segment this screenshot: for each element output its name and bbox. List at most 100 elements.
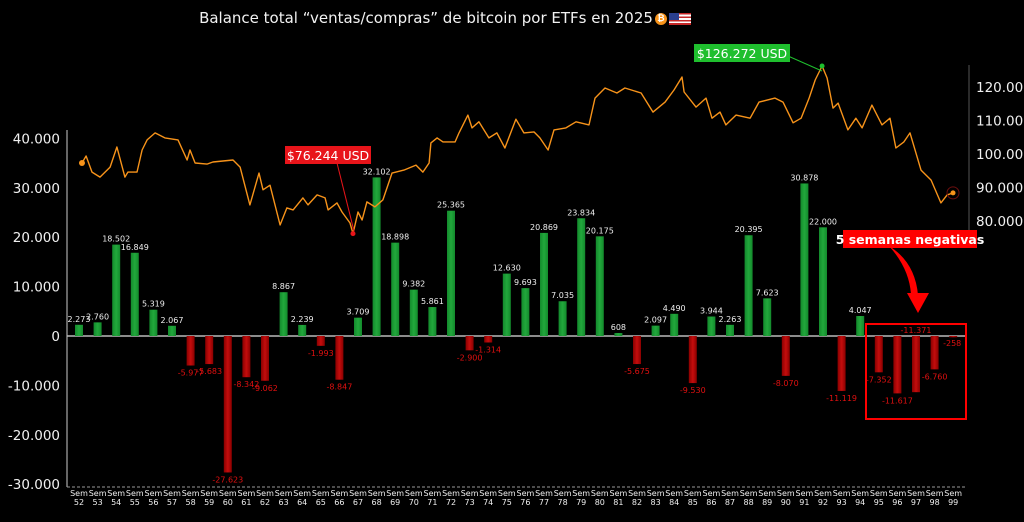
bar-sem-54 [112, 244, 121, 336]
bar-value-label: -6.760 [922, 372, 948, 381]
bar-sem-73 [465, 336, 474, 351]
bar-value-label: 3.944 [700, 307, 723, 316]
x-tick-label: 77 [539, 498, 549, 507]
bar-sem-62 [261, 336, 269, 381]
bar-sem-68 [372, 177, 381, 336]
min-price-label: $76.244 USD [287, 148, 369, 163]
x-tick-label: 61 [241, 498, 251, 507]
bar-sem-81 [614, 332, 623, 336]
x-tick-label: 71 [427, 498, 437, 507]
x-tick-prefix: Sem [777, 489, 795, 498]
x-tick-label: 60 [223, 498, 233, 507]
x-tick-label: 93 [837, 498, 847, 507]
x-tick-label: 68 [372, 498, 382, 507]
x-tick-label: 81 [613, 498, 623, 507]
bar-value-label: 12.630 [493, 264, 521, 273]
bar-value-label: -5.977 [178, 369, 204, 378]
bar-value-label: 18.898 [381, 233, 409, 242]
x-tick-prefix: Sem [907, 489, 925, 498]
y-tick-right: 120.000 [976, 80, 1024, 96]
x-tick-prefix: Sem [535, 489, 553, 498]
x-tick-label: 87 [725, 498, 735, 507]
x-tick-prefix: Sem [814, 489, 832, 498]
bar-sem-98 [930, 336, 939, 370]
chart-title-text: Balance total “ventas/compras” de bitcoi… [199, 9, 653, 27]
bar-value-label: 5.861 [421, 297, 444, 306]
x-tick-prefix: Sem [498, 489, 516, 498]
x-tick-label: 70 [409, 498, 419, 507]
bar-value-label: 22.000 [809, 217, 837, 226]
bar-sem-58 [186, 336, 195, 366]
bar-value-label: 2.067 [161, 316, 184, 325]
bar-sem-67 [354, 317, 362, 336]
x-tick-prefix: Sem [610, 489, 628, 498]
bar-sem-75 [502, 273, 511, 336]
bitcoin-icon: ₿ [654, 12, 667, 25]
x-tick-label: 95 [874, 498, 884, 507]
x-tick-label: 89 [762, 498, 772, 507]
bar-value-label: 5.319 [142, 300, 165, 309]
price-line [81, 65, 954, 235]
x-tick-prefix: Sem [312, 489, 330, 498]
bar-sem-69 [391, 242, 400, 336]
price-line-group [78, 63, 960, 237]
min-price-leader [336, 162, 355, 232]
bar-value-label: -5.683 [196, 367, 222, 376]
x-tick-prefix: Sem [405, 489, 423, 498]
bar-value-label: 8.867 [272, 282, 295, 291]
x-tick-label: 72 [446, 498, 456, 507]
arrow-head-icon [907, 293, 929, 313]
x-tick-prefix: Sem [851, 489, 869, 498]
bar-value-label: -11.371 [901, 326, 932, 335]
price-end-ring [946, 186, 960, 200]
negative-weeks-label: 5 semanas negativas [836, 232, 985, 247]
bar-value-label: -8.847 [327, 383, 353, 392]
price-end-dot [950, 190, 956, 196]
bar-value-label: 7.035 [551, 291, 574, 300]
bar-sem-87 [726, 324, 734, 336]
x-tick-prefix: Sem [293, 489, 311, 498]
y-tick-left: -10.000 [8, 378, 60, 394]
x-tick-prefix: Sem [740, 489, 758, 498]
bar-sem-60 [223, 336, 232, 473]
bar-value-label: 7.623 [756, 288, 779, 297]
chart-title: Balance total “ventas/compras” de bitcoi… [0, 9, 890, 27]
x-tick-label: 84 [669, 498, 679, 507]
bar-value-label: -27.623 [212, 475, 243, 484]
bar-value-label: 2.097 [644, 316, 667, 325]
us-flag-icon [668, 12, 691, 25]
bar-value-label: -1.314 [475, 345, 501, 354]
bar-value-label: -2.900 [457, 353, 483, 362]
bar-sem-80 [595, 236, 604, 336]
x-tick-prefix: Sem [349, 489, 367, 498]
x-tick-prefix: Sem [572, 489, 590, 498]
bar-sem-57 [168, 325, 176, 336]
bar-sem-85 [688, 336, 697, 384]
bar-value-label: 20.395 [735, 225, 763, 234]
x-tick-prefix: Sem [889, 489, 907, 498]
bars [75, 177, 958, 473]
bar-value-label: -11.617 [882, 396, 913, 405]
x-tick-label: 66 [334, 498, 344, 507]
bar-sem-72 [447, 210, 455, 336]
x-tick-label: 69 [390, 498, 400, 507]
x-tick-label: 79 [576, 498, 586, 507]
x-tick-label: 98 [930, 498, 940, 507]
bar-sem-94 [856, 316, 865, 336]
bar-sem-55 [130, 252, 139, 336]
bar-value-label: -11.119 [826, 394, 857, 403]
bar-value-label: -5.675 [624, 367, 650, 376]
x-tick-prefix: Sem [647, 489, 665, 498]
x-tick-label: 83 [651, 498, 661, 507]
bar-labels: 2.2732.76018.50216.8495.3192.067-5.977-5… [68, 167, 962, 484]
x-tick-label: 54 [111, 498, 121, 507]
x-tick-label: 82 [632, 498, 642, 507]
x-tick-label: 52 [74, 498, 84, 507]
x-tick-prefix: Sem [554, 489, 572, 498]
bar-sem-95 [874, 336, 883, 373]
bar-sem-83 [651, 325, 660, 336]
x-tick-prefix: Sem [442, 489, 460, 498]
bar-sem-89 [763, 298, 772, 336]
bar-sem-78 [558, 301, 567, 336]
